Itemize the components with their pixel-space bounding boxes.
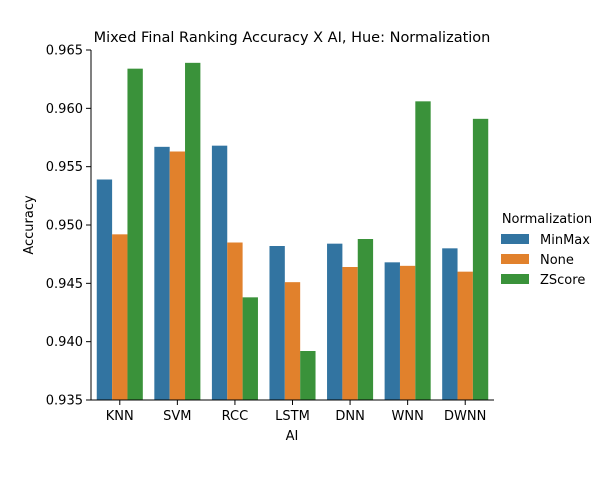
y-tick-label: 0.965 <box>46 44 83 59</box>
bar-dwnn-minmax <box>442 248 458 400</box>
bar-dnn-none <box>342 267 358 400</box>
bar-svm-none <box>169 151 186 400</box>
legend: Normalization MinMax None ZScore <box>501 212 592 288</box>
bar-rcc-zscore <box>242 297 258 400</box>
bar-knn-none <box>112 234 128 400</box>
x-tick-label-dwnn: DWNN <box>444 409 486 424</box>
bar-svm-minmax <box>154 146 170 400</box>
x-tick-label-svm: SVM <box>163 409 191 424</box>
bar-rcc-none <box>227 242 243 400</box>
legend-swatch-none <box>501 254 529 264</box>
x-tick-label-dnn: DNN <box>335 409 364 424</box>
bar-lstm-zscore <box>300 351 316 400</box>
x-axis: KNN SVM RCC LSTM DNN WNN DWNN <box>91 399 494 424</box>
y-axis: 0.935 0.940 0.945 0.950 0.955 0.960 0.965 <box>46 44 92 409</box>
bar-dwnn-none <box>457 271 473 400</box>
x-tick-label-wnn: WNN <box>391 409 423 424</box>
x-tick-label-knn: KNN <box>106 409 134 424</box>
legend-label-zscore: ZScore <box>540 273 585 288</box>
y-tick-label: 0.960 <box>46 102 83 117</box>
x-tick-label-lstm: LSTM <box>275 409 310 424</box>
x-axis-label: AI <box>286 429 299 444</box>
bar-svm-zscore <box>185 62 201 400</box>
bar-lstm-minmax <box>269 246 285 400</box>
bar-wnn-minmax <box>384 262 400 400</box>
bar-dwnn-zscore <box>472 118 489 400</box>
bar-wnn-zscore <box>415 101 431 400</box>
legend-label-minmax: MinMax <box>540 233 590 248</box>
bar-dnn-zscore <box>357 239 374 400</box>
chart-title: Mixed Final Ranking Accuracy X AI, Hue: … <box>94 30 491 46</box>
legend-label-none: None <box>540 253 574 268</box>
legend-title: Normalization <box>502 212 592 227</box>
bar-wnn-none <box>399 265 416 400</box>
y-tick-label: 0.950 <box>46 219 83 234</box>
legend-swatch-zscore <box>501 274 529 284</box>
y-tick-label: 0.935 <box>46 394 83 409</box>
bars-group <box>96 62 489 401</box>
bar-dnn-minmax <box>327 243 343 400</box>
bar-knn-minmax <box>96 179 113 400</box>
bar-rcc-minmax <box>211 145 228 400</box>
bar-knn-zscore <box>127 68 143 401</box>
y-axis-label: Accuracy <box>22 195 37 255</box>
y-tick-label: 0.955 <box>46 160 83 175</box>
legend-swatch-minmax <box>501 234 529 244</box>
bar-lstm-none <box>284 282 301 400</box>
x-tick-label-rcc: RCC <box>222 409 249 424</box>
y-tick-label: 0.940 <box>46 335 83 350</box>
y-tick-label: 0.945 <box>46 277 83 292</box>
